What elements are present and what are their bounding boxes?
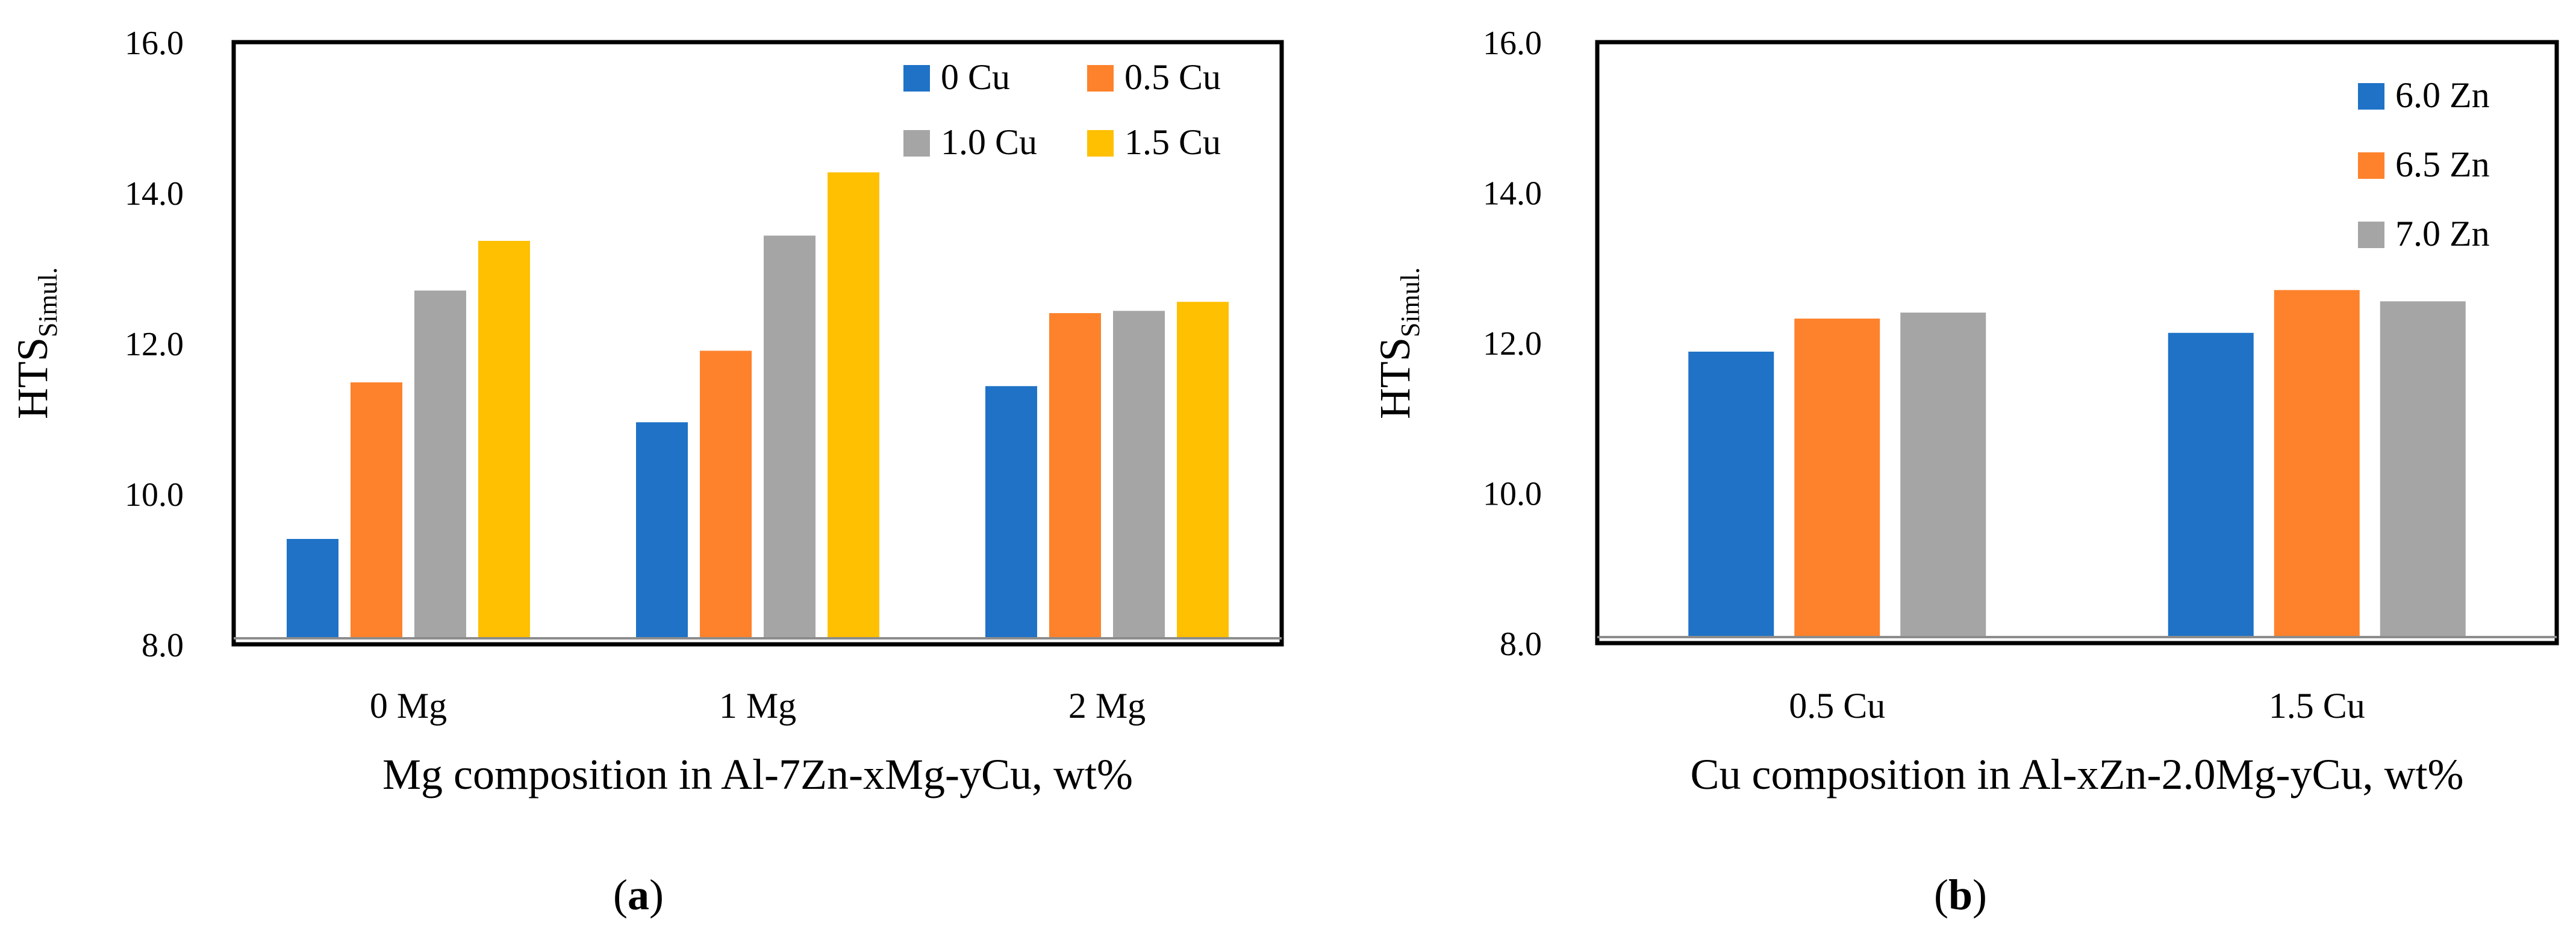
legend-label: 1.5 Cu — [1124, 122, 1221, 162]
bar — [1049, 313, 1101, 637]
x-axis-title: Cu composition in Al-xZn-2.0Mg-yCu, wt% — [1691, 750, 2464, 798]
panel-label: (a) — [613, 871, 664, 919]
y-tick-label: 8.0 — [142, 627, 184, 664]
legend-swatch — [2358, 83, 2384, 110]
x-category-label: 2 Mg — [1068, 686, 1146, 726]
legend-swatch — [2358, 222, 2384, 248]
y-tick-label: 8.0 — [1500, 626, 1542, 663]
bar — [1177, 302, 1229, 637]
y-tick-label: 16.0 — [125, 25, 184, 62]
bar — [985, 386, 1037, 637]
legend-swatch — [903, 130, 930, 157]
panel-label: (b) — [1934, 871, 1987, 919]
y-tick-label: 12.0 — [125, 326, 184, 363]
legend-label: 6.5 Zn — [2395, 145, 2490, 184]
bar — [287, 539, 338, 637]
y-tick-label: 14.0 — [1483, 175, 1542, 213]
x-category-label: 0 Mg — [370, 686, 447, 726]
y-tick-label: 10.0 — [1483, 476, 1542, 513]
bar — [636, 422, 688, 637]
bar — [1900, 313, 1986, 636]
y-tick-label: 12.0 — [1483, 325, 1542, 363]
bar — [828, 172, 879, 637]
y-tick-label: 14.0 — [125, 175, 184, 213]
y-tick-label: 10.0 — [125, 476, 184, 514]
legend-swatch — [1087, 65, 1114, 92]
bar — [1688, 351, 1774, 636]
legend-label: 0 Cu — [941, 57, 1010, 97]
y-axis-label: HTSSimul. — [1371, 267, 1425, 419]
bar — [2168, 332, 2254, 636]
x-category-label: 0.5 Cu — [1789, 686, 1885, 726]
x-category-label: 1.5 Cu — [2269, 686, 2365, 726]
bar — [700, 350, 752, 637]
bar — [764, 235, 816, 637]
legend-label: 1.0 Cu — [941, 122, 1037, 162]
bar — [351, 382, 402, 637]
bar — [1794, 319, 1880, 636]
plot-area — [1595, 40, 2559, 646]
chart-panel-b: 8.0 10.0 12.0 14.0 16.0 HTSSimul. 0.5 Cu 1.5 Cu… — [1371, 25, 2559, 919]
bar — [1113, 311, 1165, 637]
bar — [478, 241, 530, 637]
bar — [414, 290, 466, 637]
legend-label: 6.0 Zn — [2395, 75, 2490, 115]
legend-swatch — [1087, 130, 1114, 157]
bar — [2380, 301, 2466, 636]
x-category-label: 1 Mg — [719, 686, 796, 726]
plot-area — [231, 40, 1284, 647]
legend-swatch — [2358, 152, 2384, 179]
x-axis-title: Mg composition in Al-7Zn-xMg-yCu, wt% — [382, 750, 1133, 798]
legend-label: 7.0 Zn — [2395, 214, 2490, 254]
y-tick-label: 16.0 — [1483, 25, 1542, 62]
legend-label: 0.5 Cu — [1124, 57, 1221, 97]
bar — [2274, 290, 2360, 636]
y-axis-label: HTSSimul. — [8, 267, 63, 419]
legend-swatch — [903, 65, 930, 92]
chart-panel-a: 8.0 10.0 12.0 14.0 16.0 HTSSimul. 0 Mg 1 Mg 2 Mg… — [8, 25, 1284, 919]
